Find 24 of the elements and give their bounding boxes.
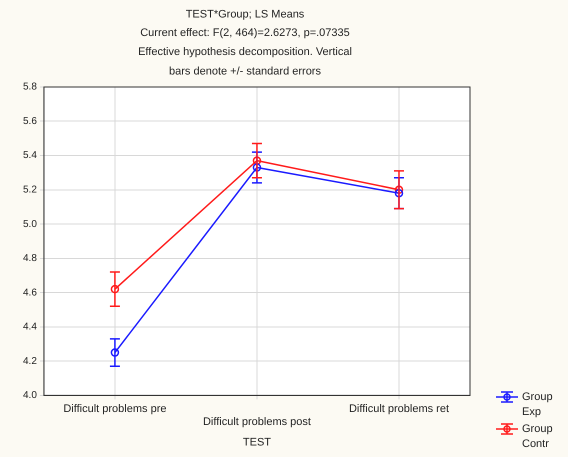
- point: [252, 156, 262, 165]
- y-tick-label: 4.0: [22, 390, 38, 402]
- point: [394, 186, 404, 194]
- x-tick-label: Difficult problems ret: [348, 403, 450, 416]
- point: [252, 163, 262, 172]
- y-tick-label: 4.6: [22, 287, 38, 298]
- x-tick-label: Difficult problems post: [202, 416, 311, 428]
- point: [110, 348, 120, 357]
- chart-subtitle: Current effect: F(2, 464)=2.6273, p=.07335 Effective hypothesis decomposition. Vertical bars denote +/- standard errors: [138, 26, 352, 78]
- point: [394, 188, 404, 198]
- y-tick-label: 4.2: [22, 356, 38, 367]
- x-axis-title: TEST: [242, 436, 272, 448]
- y-tick-label: 5.4: [22, 150, 38, 162]
- y-tick-label: 5.0: [22, 218, 38, 230]
- y-tick-label: 5.2: [22, 184, 38, 196]
- legend-label: Group Exp: [522, 390, 554, 420]
- x-tick-label: Difficult problems pre: [63, 403, 166, 416]
- y-tick-label: 4.8: [22, 253, 38, 264]
- chart-title: TEST*Group; LS Means: [186, 8, 305, 21]
- point: [110, 284, 120, 294]
- y-tick-label: 5.8: [22, 82, 38, 93]
- y-tick-label: 4.4: [22, 322, 38, 333]
- legend-label: Group Contr: [522, 422, 554, 452]
- y-tick-label: 5.6: [22, 116, 38, 127]
